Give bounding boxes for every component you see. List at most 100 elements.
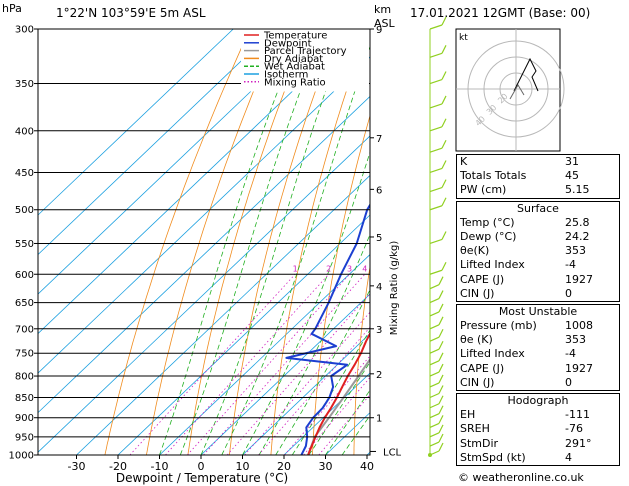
wet-adiabat-line [200, 29, 349, 455]
wind-barb [429, 24, 443, 30]
surface-value: 25.8 [565, 215, 590, 229]
isotherm-line [38, 29, 276, 256]
wind-barb [429, 284, 440, 290]
wind-barb [429, 103, 443, 109]
wind-barb [429, 392, 440, 399]
mu-label: CAPE (J) [460, 361, 505, 375]
wind-barb [438, 415, 444, 424]
asl-label: ASL [374, 17, 395, 30]
wind-barb [438, 405, 444, 414]
wind-barb [441, 95, 447, 105]
wind-barb [429, 52, 443, 58]
pressure-tick-label: 750 [15, 349, 34, 360]
index-label: Totals Totals [460, 169, 527, 183]
pressure-tick-label: 450 [15, 168, 34, 179]
altitude-tick-label: 7 [376, 134, 382, 145]
hodo-value: 291° [565, 436, 592, 450]
surface-label: Temp (°C) [460, 215, 515, 229]
wind-barb [441, 45, 447, 54]
hodograph-box: Hodograph EH -111 SREH -76 StmDir 291° StmS… [456, 393, 620, 466]
surface-row: CIN (J) 0 [457, 287, 619, 301]
wet-adiabat-line [159, 29, 303, 455]
surface-label: CAPE (J) [460, 272, 505, 286]
pressure-tick-label: 1000 [9, 451, 34, 462]
surface-row: CAPE (J) 1927 [457, 273, 619, 287]
index-value: 5.15 [565, 183, 590, 197]
isotherm-line [38, 29, 317, 295]
wind-barb [441, 118, 447, 128]
wind-barb [438, 433, 444, 443]
pressure-tick-label: 500 [15, 205, 34, 216]
isotherm-line [38, 95, 370, 414]
altitude-tick-label: 5 [376, 233, 382, 244]
index-row-totals: Totals Totals 45 [457, 169, 619, 183]
km-axis-unit: km [374, 3, 392, 16]
surface-value: 24.2 [565, 229, 590, 243]
wind-barb [441, 139, 447, 149]
hodograph-storm-motion [509, 84, 525, 100]
altitude-tick-label: 2 [376, 370, 382, 381]
hodo-row: StmDir 291° [457, 437, 619, 451]
wet-adiabat-line [221, 45, 370, 455]
mixing-ratio-label: 3 [347, 264, 352, 273]
pressure-tick-label: 600 [15, 270, 34, 281]
hodo-value: -76 [565, 422, 583, 436]
mixing-ratio-label: 8 [401, 264, 406, 273]
mu-row: CIN (J) 0 [457, 376, 619, 390]
mu-value: -4 [565, 347, 576, 361]
dry-adiabat-line [312, 114, 370, 455]
surface-label: Lifted Index [460, 258, 525, 272]
pressure-tick-label: 800 [15, 372, 34, 383]
legend-label: Dewpoint [264, 38, 312, 49]
legend-label: Wet Adiabat [264, 62, 325, 73]
wind-barb [429, 78, 443, 85]
hodograph-unit: kt [459, 33, 468, 43]
hodograph-title: Hodograph [507, 394, 569, 407]
isotherm-line [117, 214, 370, 455]
lcl-label: LCL [383, 447, 402, 458]
mixing-ratio-label: 4 [362, 264, 367, 273]
copyright-link[interactable]: © weatheronline.co.uk [458, 471, 584, 484]
isotherm-line [159, 253, 370, 455]
mixing-ratio-line [318, 394, 370, 455]
temperature-tick-label: 40 [360, 460, 374, 473]
hodo-row: StmSpd (kt) 4 [457, 451, 619, 465]
pressure-tick-label: 550 [15, 239, 34, 250]
dry-adiabat-line [395, 17, 459, 455]
isotherm-line [76, 174, 370, 455]
mu-value: 1927 [565, 361, 593, 375]
mu-label: Pressure (mb) [460, 319, 537, 333]
hodo-label: SREH [460, 422, 490, 436]
indices-box: K 31 Totals Totals 45 PW (cm) 5.15 [456, 154, 620, 199]
hodo-row: EH -111 [457, 408, 619, 422]
mu-value: 1008 [565, 319, 593, 333]
wind-barb [438, 328, 444, 338]
wind-barb [429, 147, 443, 153]
mixing-ratio-line [129, 274, 296, 455]
surface-value: 1927 [565, 272, 593, 286]
pressure-tick-label: 300 [15, 25, 34, 36]
dry-adiabat-line [187, 29, 310, 455]
wet-adiabat-line [242, 150, 370, 455]
wind-barb [429, 441, 440, 447]
legend-background [241, 29, 369, 92]
wind-barb [438, 395, 444, 405]
index-row-pw: PW (cm) 5.15 [457, 183, 619, 197]
temperature-tick-label: 0 [198, 460, 205, 473]
mixing-ratio-line [165, 274, 329, 455]
hodo-value: 4 [565, 450, 572, 464]
pressure-tick-label: 650 [15, 298, 34, 309]
pressure-tick-label: 700 [15, 324, 34, 335]
most-unstable-box: Most Unstable Pressure (mb) 1008 θe (K) 35… [456, 303, 620, 391]
surface-value: 0 [565, 286, 572, 300]
pressure-tick-label: 850 [15, 393, 34, 404]
surface-row: θe(K) 353 [457, 244, 619, 258]
wind-barb [429, 298, 440, 304]
isotherm-line [38, 29, 359, 335]
temperature-tick-label: 30 [319, 460, 333, 473]
isotherm-line [38, 135, 370, 453]
hodograph-frame [455, 28, 561, 152]
isotherm-line [242, 333, 370, 455]
